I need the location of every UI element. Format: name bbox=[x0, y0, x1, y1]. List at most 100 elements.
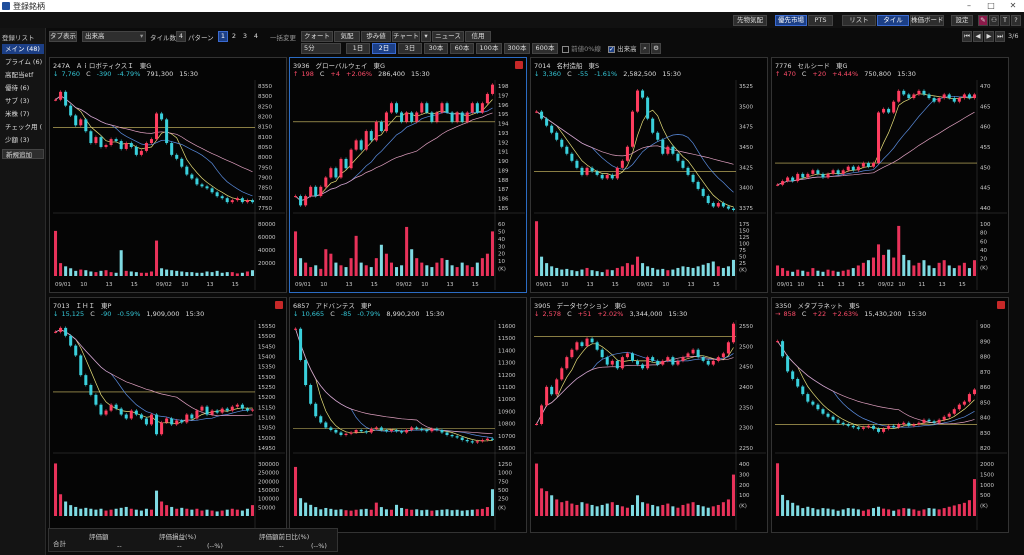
candle bbox=[89, 383, 93, 397]
y-tick-label: 193 bbox=[498, 131, 509, 137]
pattern-2-button[interactable]: 2 bbox=[231, 32, 237, 40]
text-icon[interactable]: T bbox=[1000, 15, 1010, 26]
volume-bar bbox=[389, 509, 393, 516]
sidebar-item-check[interactable]: チェック用 ( bbox=[5, 123, 43, 131]
add-list-button[interactable]: 新規追加 bbox=[2, 149, 44, 159]
volume-tick-label: 80000 bbox=[258, 222, 276, 228]
help-icon[interactable]: ? bbox=[1011, 15, 1021, 26]
credit-button[interactable]: 信用 bbox=[465, 31, 491, 42]
sidebar-item-high-dividend[interactable]: 高配当etf bbox=[5, 71, 34, 79]
tile-view-button[interactable]: タイル bbox=[877, 15, 909, 26]
volume-bar bbox=[59, 494, 63, 516]
y-tick-label: 186 bbox=[498, 197, 509, 203]
trades-button[interactable]: 歩み値 bbox=[361, 31, 391, 42]
price-chart[interactable]: 2550 2500 2450 2400 2350 2300 2250 400 300 200 100… bbox=[534, 320, 766, 530]
list-view-button[interactable]: リスト bbox=[842, 15, 876, 26]
volume-bar bbox=[605, 269, 609, 276]
chart-panel-7013[interactable]: 7013 ＩＨＩ 東P ↓ 15,125 C -90 -0.59% 1,909,000 15:30… bbox=[49, 297, 287, 533]
period-2d-button[interactable]: 2日 bbox=[372, 43, 396, 54]
chart-panel-6857[interactable]: 6857 アドバンテス 東P ↓ 10,665 C -85 -0.79% 8,990,200 15… bbox=[289, 297, 527, 533]
sidebar-item-sub[interactable]: サブ (3) bbox=[5, 97, 30, 105]
sidebar-item-main[interactable]: メイン (48) bbox=[2, 44, 44, 54]
volume-checkbox[interactable]: ✓ 出来高 bbox=[608, 45, 637, 53]
price-chart[interactable]: 470 465 460 455 450 445 440 100 80 60 40 20 (K) 09/01… bbox=[775, 80, 1007, 290]
zoom-icon[interactable]: ⌕ bbox=[640, 43, 650, 54]
feature-button[interactable]: 気配 bbox=[334, 31, 360, 42]
volume-select[interactable]: 出来高 bbox=[82, 31, 146, 42]
period-600-button[interactable]: 600本 bbox=[532, 43, 558, 54]
candle bbox=[190, 412, 194, 421]
pattern-3-button[interactable]: 3 bbox=[242, 32, 248, 40]
pen-icon[interactable]: ✎ bbox=[978, 15, 988, 26]
volume-bar bbox=[796, 505, 800, 516]
period-100-button[interactable]: 100本 bbox=[476, 43, 502, 54]
link-icon[interactable]: ⚇ bbox=[989, 15, 999, 26]
period-1d-button[interactable]: 1日 bbox=[346, 43, 370, 54]
sidebar-item-benefits[interactable]: 優待 (6) bbox=[5, 84, 30, 92]
price-chart[interactable]: 15550 15500 15450 15400 15350 15300 15250 15200… bbox=[53, 320, 285, 530]
settings-button[interactable]: 設定 bbox=[951, 15, 973, 26]
volume-bar bbox=[435, 510, 439, 516]
chart-panel-7776[interactable]: 7776 セルシード 東G ↑ 470 C +20 +4.44% 750,800 15:30 470… bbox=[771, 57, 1009, 293]
chart-dropdown-icon[interactable]: ▾ bbox=[421, 31, 431, 42]
volume-bar bbox=[927, 508, 931, 516]
candle bbox=[927, 92, 931, 100]
period-select[interactable]: 5分 bbox=[301, 43, 341, 54]
pts-button[interactable]: PTS bbox=[808, 15, 833, 26]
pattern-1-button[interactable]: 1 bbox=[218, 31, 228, 42]
alert-icon[interactable] bbox=[275, 301, 283, 309]
x-tick-label: 10 bbox=[662, 282, 669, 288]
price-chart[interactable]: 11600 11500 11400 11300 11200 11100 11000 10900… bbox=[293, 320, 525, 530]
volume-bar bbox=[575, 271, 579, 276]
chart-button[interactable]: チャート bbox=[392, 31, 420, 42]
sidebar-item-us-stocks[interactable]: 米株 (7) bbox=[5, 110, 30, 118]
futures-quote-button[interactable]: 先物気配 bbox=[733, 15, 767, 26]
price-chart[interactable]: 198 197 196 195 194 193 192 191 190 189 188 187 186 1… bbox=[293, 80, 525, 290]
price-chart[interactable]: 3525350034753450342534003375175150125100… bbox=[534, 80, 766, 290]
candle bbox=[590, 337, 594, 344]
last-page-icon[interactable]: ⏭ bbox=[995, 31, 1005, 42]
next-page-icon[interactable]: ▶ bbox=[984, 31, 994, 42]
sidebar-item-small[interactable]: 少額 (3) bbox=[5, 136, 30, 144]
volume-bar bbox=[245, 271, 249, 276]
tile-count-input[interactable]: 4 bbox=[176, 31, 186, 42]
period-30-button[interactable]: 30本 bbox=[424, 43, 448, 54]
candle bbox=[460, 435, 464, 442]
chart-panel-3905[interactable]: 3905 データセクション 東G ↓ 2,578 C +51 +2.02% 3,344,000 1… bbox=[530, 297, 768, 533]
minimize-button[interactable]: – bbox=[967, 1, 971, 10]
period-300-button[interactable]: 300本 bbox=[504, 43, 530, 54]
stock-board-button[interactable]: 株価ボード bbox=[910, 15, 944, 26]
candle bbox=[816, 403, 820, 411]
priority-market-button[interactable]: 優先市場 bbox=[775, 15, 807, 26]
pattern-4-button[interactable]: 4 bbox=[253, 32, 259, 40]
candle bbox=[470, 101, 474, 115]
news-button[interactable]: ニュース bbox=[432, 31, 464, 42]
first-page-icon[interactable]: ⏮ bbox=[962, 31, 972, 42]
chart-panel-247A[interactable]: 247A ＡｉロボティクスＩ 東G ↓ 7,760 C -390 -4.79% 791,300 1… bbox=[49, 57, 287, 293]
period-60-button[interactable]: 60本 bbox=[450, 43, 474, 54]
stock-code: 7776 bbox=[775, 62, 792, 70]
chart-panel-7014[interactable]: 7014 名村造船 東S ↓ 3,360 C -55 -1.61% 2,582,500 15:30… bbox=[530, 57, 768, 293]
volume-bar bbox=[235, 273, 239, 276]
prev-close-line-checkbox[interactable]: 前値0%線 bbox=[562, 43, 601, 53]
market-badge: 東G bbox=[139, 62, 152, 70]
chart-panel-3350[interactable]: 3350 メタプラネット 東S → 858 C +22 +2.63% 15,430,200 15:… bbox=[771, 297, 1009, 533]
alert-icon[interactable] bbox=[997, 301, 1005, 309]
candle bbox=[165, 117, 169, 145]
candle bbox=[866, 424, 870, 429]
price-chart[interactable]: 8350 8300 8250 8200 8150 8100 8050 8000 7950 7900… bbox=[53, 80, 285, 290]
tab-display-button[interactable]: タブ表示 bbox=[49, 31, 77, 42]
quote-button[interactable]: クォート bbox=[301, 31, 333, 42]
period-3d-button[interactable]: 3日 bbox=[398, 43, 422, 54]
price-chart[interactable]: 900 890 880 870 860 850 840 830 820 2000 1500 1000 5… bbox=[775, 320, 1007, 530]
gear-icon[interactable]: ⚙ bbox=[651, 43, 661, 54]
prev-page-icon[interactable]: ◀ bbox=[973, 31, 983, 42]
candle bbox=[139, 412, 143, 421]
candle bbox=[957, 403, 961, 411]
maximize-button[interactable]: □ bbox=[987, 1, 995, 10]
close-button[interactable]: ✕ bbox=[1009, 1, 1017, 10]
sidebar-item-prime[interactable]: プライム (6) bbox=[5, 58, 43, 66]
alert-icon[interactable] bbox=[515, 61, 523, 69]
candle bbox=[54, 98, 58, 102]
chart-panel-3936[interactable]: 3936 グローバルウェイ 東G ↑ 198 C +4 +2.06% 286,400 15:30 1… bbox=[289, 57, 527, 293]
